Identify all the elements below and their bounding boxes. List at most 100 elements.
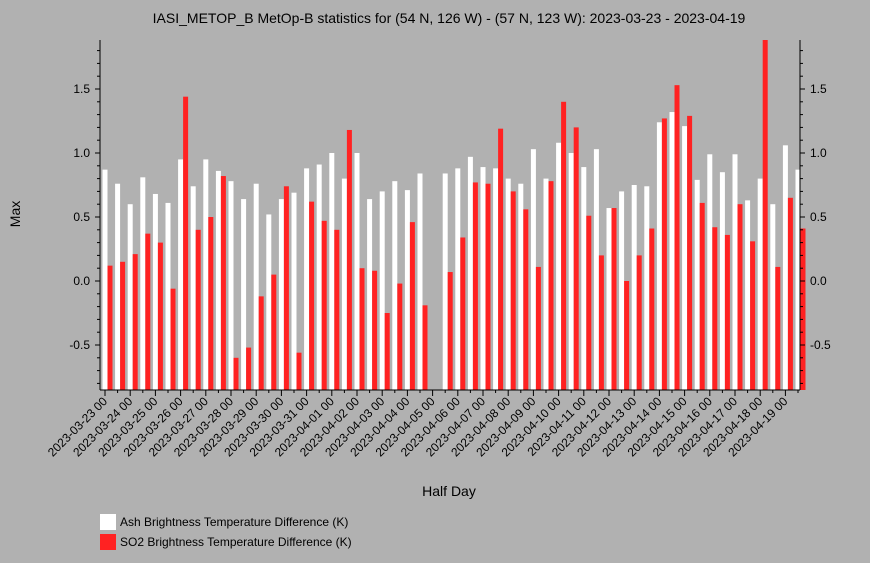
y-tick-label-right: 1.5: [810, 82, 827, 96]
bar-ash: [757, 178, 763, 390]
bar-so2: [598, 255, 604, 390]
y-tick-label-left: 1.0: [73, 146, 90, 160]
y-axis-label: Max: [7, 201, 23, 227]
chart-title: IASI_METOP_B MetOp-B statistics for (54 …: [153, 10, 746, 26]
bar-ash: [442, 173, 448, 390]
bar-ash: [190, 186, 196, 390]
bar-ash: [505, 178, 511, 390]
bar-so2: [372, 270, 378, 390]
bar-ash: [367, 199, 373, 390]
axes-group: [99, 40, 801, 391]
bar-so2: [283, 186, 289, 390]
bar-ash: [493, 168, 499, 390]
bar-so2: [699, 202, 705, 390]
y-ticks-right: 1.5 1.0 0.5 0.0 -0.5: [800, 50, 831, 384]
bar-so2: [346, 129, 352, 390]
bar-ash: [278, 199, 284, 390]
bar-so2: [220, 176, 226, 390]
bar-so2: [523, 209, 529, 390]
y-tick-label-right: 0.5: [810, 210, 827, 224]
bar-so2: [120, 261, 126, 390]
y-tick-label-right: 1.0: [810, 146, 827, 160]
bar-so2: [321, 220, 327, 390]
bar-so2: [170, 288, 176, 390]
legend-item-ash: Ash Brightness Temperature Difference (K…: [100, 512, 352, 532]
bar-ash: [656, 122, 662, 390]
bar-so2: [800, 228, 806, 390]
bar-ash: [152, 193, 158, 390]
bar-so2: [561, 101, 567, 391]
bar-so2: [409, 222, 415, 390]
bar-ash: [581, 167, 587, 390]
bar-ash: [606, 208, 612, 390]
bar-so2: [384, 313, 390, 390]
bar-ash: [745, 200, 751, 390]
y-tick-label-left: 0.0: [73, 274, 90, 288]
bar-ash: [127, 204, 133, 390]
bar-so2: [107, 265, 113, 390]
bar-so2: [535, 266, 541, 390]
bar-so2: [724, 234, 730, 390]
bar-so2: [334, 229, 340, 390]
bar-so2: [258, 296, 264, 390]
bar-so2: [195, 229, 201, 390]
legend: Ash Brightness Temperature Difference (K…: [100, 512, 352, 552]
bar-ash: [404, 190, 410, 390]
bar-so2: [586, 215, 592, 390]
bar-so2: [624, 281, 630, 390]
bar-ash: [203, 159, 209, 390]
bar-so2: [485, 183, 491, 390]
y-tick-label-left: -0.5: [69, 338, 90, 352]
bar-so2: [573, 127, 579, 391]
bar-ash: [770, 204, 776, 390]
bar-so2: [498, 128, 504, 390]
bar-ash: [304, 168, 310, 390]
bar-ash: [392, 181, 398, 390]
bar-so2: [208, 217, 214, 390]
bar-so2: [750, 241, 756, 390]
bar-ash: [140, 177, 146, 390]
bar-so2: [271, 274, 277, 390]
y-tick-label-left: 0.5: [73, 210, 90, 224]
bar-ash: [379, 191, 385, 390]
bar-so2: [737, 204, 743, 390]
bar-so2: [447, 272, 453, 390]
bar-ash: [480, 167, 486, 390]
bar-so2: [636, 255, 642, 390]
bar-so2: [649, 228, 655, 390]
bar-so2: [712, 227, 718, 390]
y-tick-label-right: 0.0: [810, 274, 827, 288]
bar-ash: [732, 154, 738, 390]
bar-so2: [687, 115, 693, 390]
bar-ash: [455, 168, 461, 390]
bar-so2: [233, 357, 239, 390]
bar-ash: [291, 192, 297, 390]
legend-label-so2: SO2 Brightness Temperature Difference (K…: [120, 535, 352, 549]
x-axis-label: Half Day: [422, 483, 476, 499]
bar-so2: [762, 40, 768, 390]
bar-ash: [228, 181, 234, 390]
bar-so2: [548, 181, 554, 390]
bar-so2: [611, 208, 617, 390]
y-tick-label-right: -0.5: [810, 338, 831, 352]
bar-ash: [215, 170, 221, 390]
bar-ash: [593, 149, 599, 390]
bar-so2: [661, 118, 667, 390]
bar-ash: [241, 199, 247, 390]
bar-so2: [775, 266, 781, 390]
legend-swatch-ash: [100, 514, 116, 530]
bars-group: [102, 40, 806, 391]
bar-ash: [316, 164, 322, 390]
bar-ash: [102, 169, 108, 390]
bar-so2: [787, 197, 793, 390]
bar-ash: [354, 153, 360, 390]
bar-ash: [329, 153, 335, 390]
bar-ash: [694, 179, 700, 390]
y-tick-label-left: 1.5: [73, 82, 90, 96]
bar-ash: [682, 126, 688, 391]
bar-so2: [145, 233, 151, 390]
bar-so2: [397, 283, 403, 390]
bar-ash: [556, 142, 562, 390]
